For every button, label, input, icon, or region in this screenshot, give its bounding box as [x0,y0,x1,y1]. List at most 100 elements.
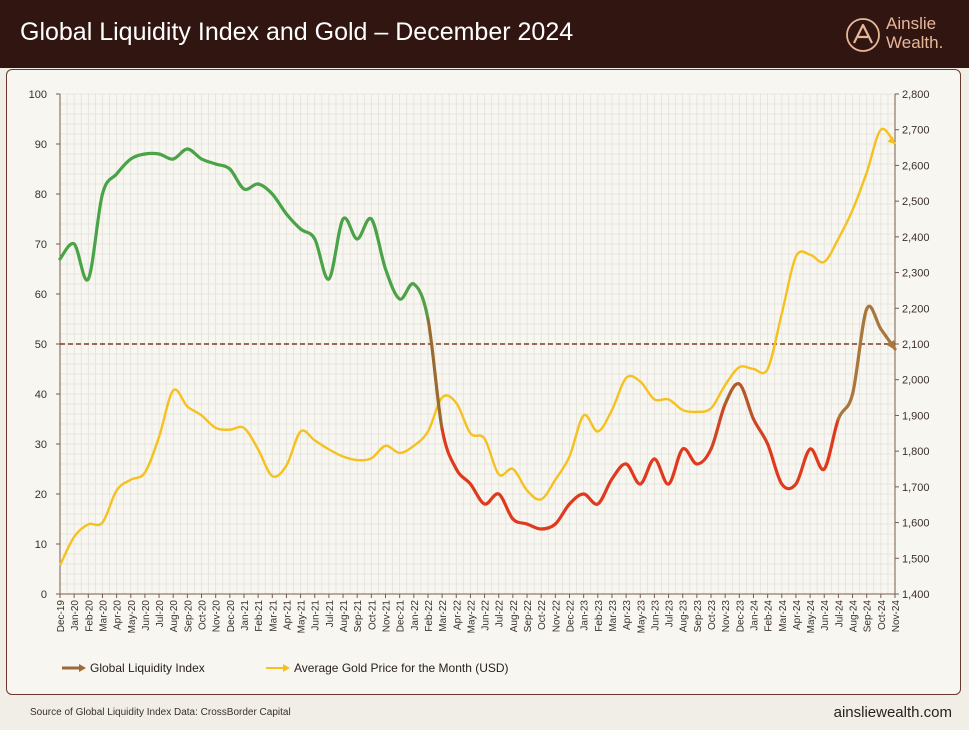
liquidity-segment [100,172,119,196]
right-axis-tick-label: 1,500 [902,553,930,565]
liquidity-segment [865,304,883,331]
x-axis-tick-label: Jun-20 [141,600,152,631]
left-axis-tick-label: 20 [35,489,47,501]
left-axis-tick-label: 60 [35,289,47,301]
x-axis-tick-label: Nov-24 [891,600,902,633]
legend-arrow-icon [283,664,290,672]
x-axis-tick-label: Dec-22 [565,600,576,633]
x-axis-tick-label: May-23 [636,600,647,634]
x-axis-tick-label: Oct-22 [537,600,548,630]
right-axis-tick-label: 2,600 [902,160,930,172]
right-axis-tick-label: 2,500 [902,196,930,208]
liquidity-segment [709,402,727,451]
x-axis-tick-label: Jul-24 [834,600,845,628]
left-axis-tick-label: 100 [29,89,47,101]
x-axis-tick-label: Apr-20 [113,600,124,630]
right-axis-tick-label: 1,900 [902,410,930,422]
footer-source: Source of Global Liquidity Index Data: C… [30,707,291,718]
x-axis-tick-label: Nov-20 [212,600,223,633]
x-axis-tick-label: Jan-21 [240,600,251,631]
right-axis-tick-label: 1,800 [902,446,930,458]
liquidity-segment [850,307,869,396]
x-axis-tick-label: Sep-24 [863,600,874,633]
x-axis-tick-label: Sep-23 [693,600,704,633]
x-axis-tick-label: Jun-23 [650,600,661,631]
x-axis-tick-label: Aug-21 [339,600,350,633]
liquidity-segment [751,417,770,446]
x-axis-tick-label: Mar-22 [438,600,449,632]
x-axis-tick-label: Nov-22 [551,600,562,633]
footer-url[interactable]: ainsliewealth.com [833,704,952,721]
x-axis-tick-label: Aug-20 [169,600,180,633]
right-axis-tick-label: 2,800 [902,89,930,101]
x-axis-tick-label: Mar-20 [98,600,109,632]
liquidity-segment [596,477,614,506]
liquidity-segment [666,447,685,486]
page-title: Global Liquidity Index and Gold – Decemb… [20,18,574,46]
x-axis-tick-label: Feb-22 [424,600,435,632]
x-axis-tick-label: Jun-22 [481,600,492,631]
x-axis-tick-label: Mar-24 [778,600,789,632]
liquidity-segment [440,427,458,471]
x-axis-tick-label: Jan-22 [410,600,421,631]
x-axis-tick-label: Feb-23 [594,600,605,632]
left-axis-tick-label: 90 [35,139,47,151]
x-axis-tick-label: Jul-21 [325,600,336,628]
x-axis-tick-label: Dec-21 [396,600,407,633]
right-axis-tick-label: 2,300 [902,268,930,280]
x-axis-tick-label: Aug-22 [509,600,520,633]
right-axis-tick-label: 2,200 [902,303,930,315]
x-axis-tick-label: Sep-20 [183,600,194,633]
x-axis-tick-label: Apr-22 [452,600,463,630]
x-axis-tick-label: Mar-23 [608,600,619,632]
gold-price-arrowhead [887,136,895,144]
liquidity-segment [412,282,430,321]
x-axis-tick-label: Aug-23 [679,600,690,633]
x-axis-tick-label: Jul-23 [665,600,676,628]
right-axis-tick-label: 2,000 [902,375,930,387]
header-bar: Global Liquidity Index and Gold – Decemb… [0,0,969,68]
left-axis-tick-label: 80 [35,189,47,201]
right-axis-tick-label: 2,400 [902,232,930,244]
x-axis-tick-label: Feb-21 [254,600,265,632]
x-axis-tick-label: Oct-23 [707,600,718,630]
left-axis-tick-label: 30 [35,439,47,451]
x-axis-tick-label: Dec-19 [56,600,67,633]
legend-item-gold-price: Average Gold Price for the Month (USD) [266,661,509,675]
logo-text: Ainslie Wealth. [886,14,943,52]
right-axis-tick-label: 2,100 [902,339,930,351]
x-axis-tick-label: Jun-21 [311,600,322,631]
x-axis-tick-label: Mar-21 [268,600,279,632]
liquidity-segment [737,382,756,421]
liquidity-segment [822,417,840,471]
liquidity-segment [766,442,784,486]
x-axis-tick-label: May-24 [806,600,817,634]
liquidity-segment [143,151,161,156]
legend-label-gold: Average Gold Price for the Month (USD) [294,661,509,675]
left-axis-tick-label: 10 [35,539,47,551]
liquidity-segment [327,217,345,281]
x-axis-tick-label: Apr-24 [792,600,803,630]
x-axis-tick-label: Jun-24 [820,600,831,631]
legend-label-liquidity: Global Liquidity Index [90,661,205,675]
x-axis-tick-label: Feb-24 [764,600,775,632]
liquidity-arrowhead [886,340,897,351]
x-axis-tick-label: Feb-20 [84,600,95,632]
liquidity-segment [553,502,572,526]
liquidity-segment [426,317,444,431]
liquidity-segment [794,447,812,486]
x-axis-tick-label: May-20 [127,600,138,634]
x-axis-tick-label: Jul-22 [495,600,506,628]
liquidity-segment [298,227,317,241]
x-axis-tick-label: Jan-24 [749,600,760,631]
left-axis-tick-label: 40 [35,389,47,401]
left-axis-tick-label: 0 [41,589,47,601]
x-axis-tick-label: Apr-21 [282,600,293,630]
x-axis-tick-label: May-21 [297,600,308,634]
liquidity-segment [695,447,713,466]
x-axis-tick-label: Oct-21 [367,600,378,630]
liquidity-segment [86,192,105,281]
left-axis-tick-label: 70 [35,239,47,251]
logo-line-2: Wealth. [886,33,944,52]
right-axis-tick-label: 2,700 [902,125,930,137]
